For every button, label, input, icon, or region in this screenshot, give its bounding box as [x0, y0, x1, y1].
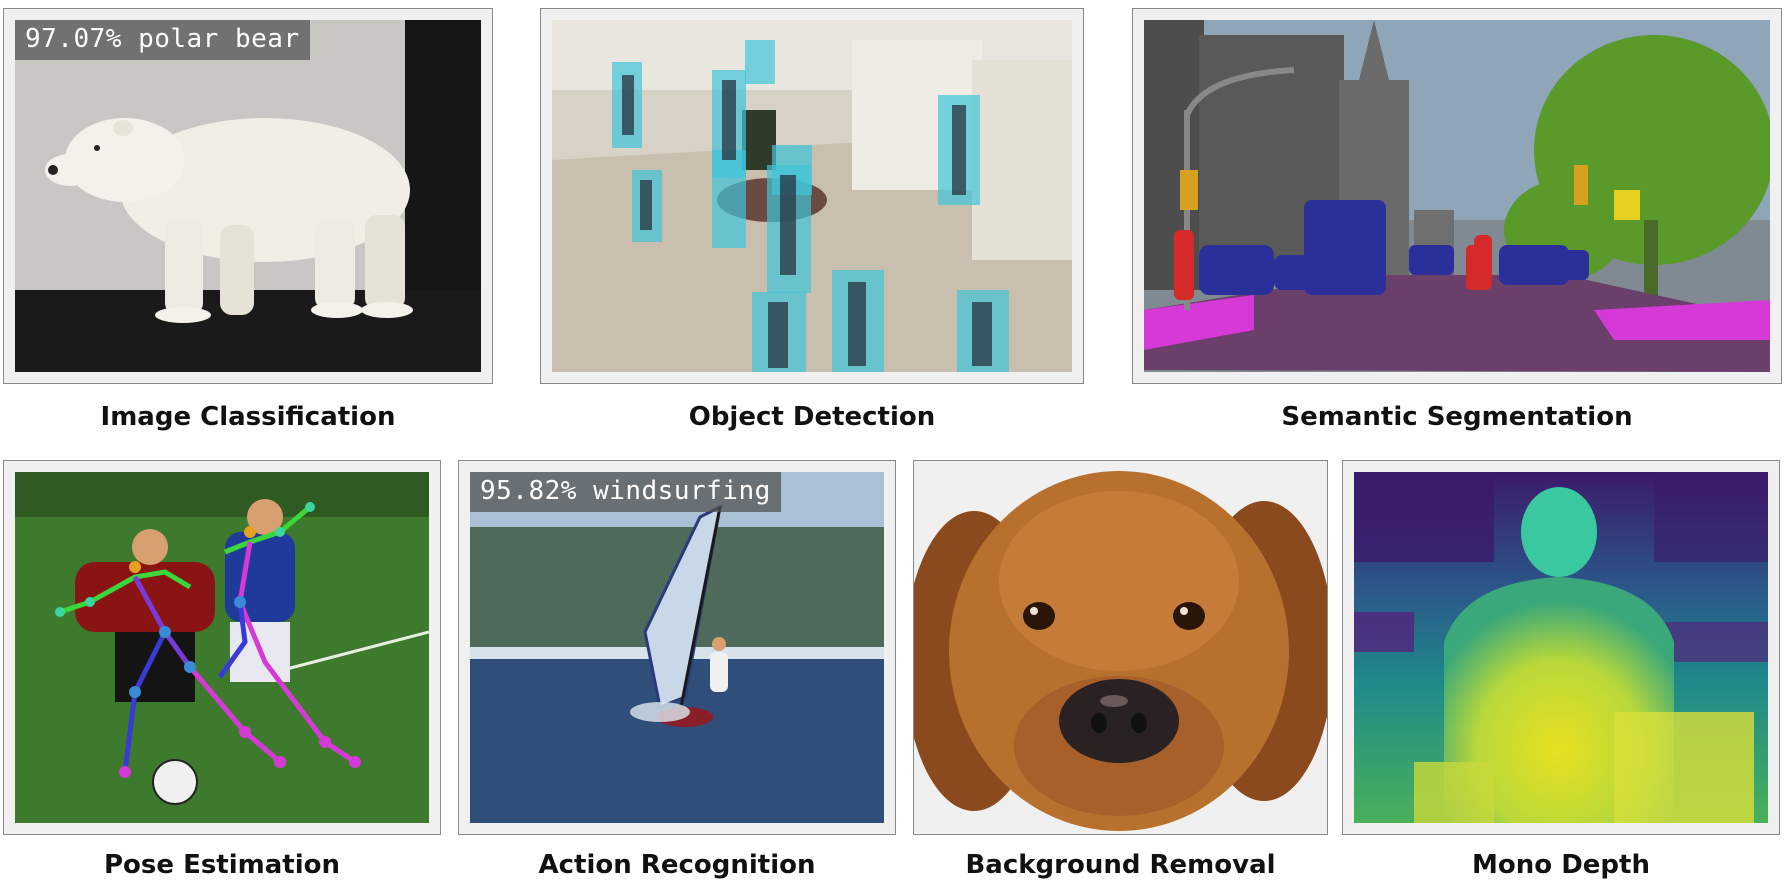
semantic-segmentation-caption: Semantic Segmentation: [1281, 402, 1633, 432]
street-segmentation-image: [1144, 20, 1770, 372]
action-recognition-panel: 95.82% windsurfing: [458, 460, 896, 835]
dog-cutout-image: [914, 461, 1327, 834]
background-removal-panel: [913, 460, 1328, 835]
object-detection-caption: Object Detection: [688, 402, 936, 432]
object-detection-panel: [540, 8, 1084, 384]
mall-scene-image: [552, 20, 1072, 372]
action-recognition-caption: Action Recognition: [538, 850, 816, 880]
background-removal-caption: Background Removal: [965, 850, 1276, 880]
image-classification-caption: Image Classification: [100, 402, 396, 432]
action-result-label: 95.82% windsurfing: [470, 472, 781, 512]
polar-bear-image: 97.07% polar bear: [15, 20, 481, 372]
mono-depth-panel: [1342, 460, 1780, 835]
pose-estimation-caption: Pose Estimation: [103, 850, 340, 880]
image-classification-panel: 97.07% polar bear: [3, 8, 493, 384]
semantic-segmentation-panel: [1132, 8, 1782, 384]
windsurfing-image: 95.82% windsurfing: [470, 472, 884, 823]
soccer-pose-image: [15, 472, 429, 823]
pose-estimation-panel: [3, 460, 441, 835]
mono-depth-caption: Mono Depth: [1472, 850, 1650, 880]
depth-map-image: [1354, 472, 1768, 823]
classification-result-label: 97.07% polar bear: [15, 20, 310, 60]
